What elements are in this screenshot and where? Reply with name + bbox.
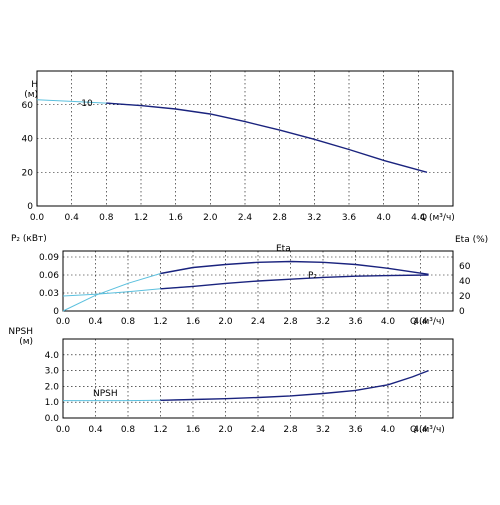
chart0-xtick-label: 1.6 (169, 213, 184, 223)
chart2-xtick-label: 2.0 (218, 425, 233, 435)
chart2-xtick-label: 2.4 (251, 425, 266, 435)
chart0-xtick-label: 3.6 (342, 213, 357, 223)
chart1-ytick2-label: 20 (459, 292, 471, 302)
chart2-frame (62, 338, 454, 419)
chart2-series0-line (160, 369, 429, 401)
chart0-ytick-label: 0 (27, 202, 33, 212)
chart0-xtick-label: 1.2 (134, 213, 148, 223)
chart0-xtick-label: 4.4 (411, 213, 426, 223)
chart0-ylabel: H (31, 80, 38, 90)
chart1-xtick-label: 2.4 (251, 317, 266, 327)
chart0-xtick-label: 4.0 (377, 213, 392, 223)
chart0-xtick-label: 2.0 (203, 213, 218, 223)
chart0-ytick-label: 60 (22, 101, 34, 111)
chart2-xtick-label: 4.0 (381, 425, 396, 435)
chart2-xtick-label: 3.6 (348, 425, 363, 435)
chart2-ytick-label: 0.0 (45, 414, 60, 424)
chart2-ytick-label: 4.0 (45, 351, 60, 361)
chart2-ytick-label: 2.0 (45, 382, 60, 392)
chart0-series-label: -10 (78, 99, 93, 109)
chart1-xtick-label: 1.2 (153, 317, 167, 327)
chart1-frame (62, 250, 454, 312)
chart1-eta-label: Eta (276, 244, 291, 254)
chart1-ytick-label: 0.03 (39, 289, 59, 299)
chart2-yunit: (м) (19, 337, 33, 347)
chart1-xtick-label: 1.6 (186, 317, 201, 327)
chart2-series-label: NPSH (93, 389, 118, 399)
chart0-xtick-label: 3.2 (307, 213, 321, 223)
chart1-xtick-label: 4.4 (413, 317, 428, 327)
chart0-series0-line (106, 102, 428, 173)
chart2-xtick-label: 1.2 (153, 425, 167, 435)
chart0-yunit: (м) (24, 90, 38, 100)
chart1-ytick2-label: 40 (459, 277, 471, 287)
chart0-xtick-label: 2.4 (238, 213, 253, 223)
chart1-xtick-label: 0.8 (121, 317, 136, 327)
chart2-xtick-label: 0.4 (88, 425, 103, 435)
chart2-ylabel: NPSH (8, 327, 33, 337)
chart1-ylabel: P₂ (кВт) (11, 234, 47, 244)
chart2-ytick-label: 1.0 (45, 398, 60, 408)
chart1-series1-line (160, 274, 429, 290)
chart1-ytick-label: 0.06 (39, 271, 59, 281)
chart1-ytick-label: 0.09 (39, 253, 59, 263)
chart0-ytick-label: 40 (22, 135, 34, 145)
chart1-series0-line (160, 260, 429, 275)
chart1-xtick-label: 3.2 (316, 317, 330, 327)
chart1-xtick-label: 0.4 (88, 317, 103, 327)
chart1-xunit: (м³/ч) (419, 317, 445, 327)
chart1-ylabel2: Eta (%) (455, 235, 488, 245)
chart1-xtick-label: 0.0 (56, 317, 71, 327)
chart2-xtick-label: 4.4 (413, 425, 428, 435)
chart1-ytick2-label: 60 (459, 262, 471, 272)
chart2-ytick-label: 3.0 (45, 367, 60, 377)
chart0-xlabel: Q (420, 213, 427, 223)
chart1-xtick-label: 2.8 (283, 317, 298, 327)
chart2-xtick-label: 3.2 (316, 425, 330, 435)
chart1-xlabel: Q (410, 317, 417, 327)
chart0-xtick-label: 0.4 (65, 213, 80, 223)
chart0-xtick-label: 0.0 (30, 213, 45, 223)
chart0-xtick-label: 2.8 (273, 213, 288, 223)
chart1-ytick2-label: 0 (459, 307, 465, 317)
chart0-xunit: (м³/ч) (429, 213, 455, 223)
chart1-ytick-label: 0 (53, 307, 59, 317)
chart2-xtick-label: 1.6 (186, 425, 201, 435)
chart0-ytick-label: 20 (22, 168, 34, 178)
chart2-xtick-label: 2.8 (283, 425, 298, 435)
chart1-xtick-label: 3.6 (348, 317, 363, 327)
chart1-xtick-label: 2.0 (218, 317, 233, 327)
chart2-xlabel: Q (410, 425, 417, 435)
chart2-xunit: (м³/ч) (419, 425, 445, 435)
chart2-xtick-label: 0.0 (56, 425, 71, 435)
chart0-xtick-label: 0.8 (99, 213, 114, 223)
chart1-p2-label: P₂ (308, 271, 317, 281)
chart0-frame (36, 70, 454, 207)
chart1-xtick-label: 4.0 (381, 317, 396, 327)
chart2-xtick-label: 0.8 (121, 425, 136, 435)
